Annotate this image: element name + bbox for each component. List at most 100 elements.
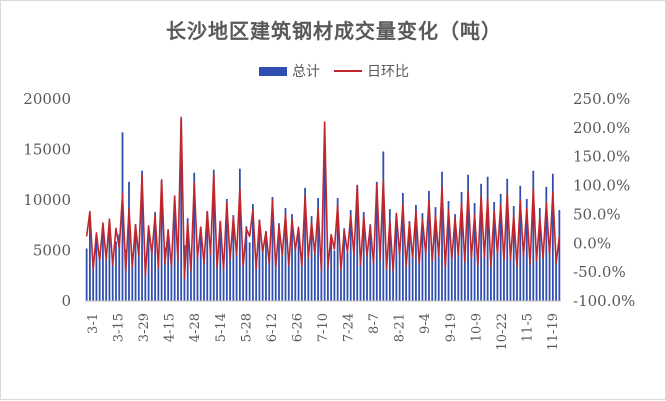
- bar-total: [463, 255, 466, 301]
- x-tick-label: 3-1: [86, 313, 101, 334]
- bar-total: [506, 178, 509, 301]
- bar-total: [294, 247, 297, 301]
- bar-total: [154, 212, 156, 301]
- bar-total: [131, 257, 134, 301]
- bar-total: [141, 170, 143, 301]
- bar-total: [476, 254, 479, 301]
- bar-total: [447, 201, 450, 301]
- bar-total: [460, 191, 463, 301]
- bar-total: [271, 196, 274, 301]
- bar-total: [235, 250, 238, 301]
- bar-total: [340, 261, 342, 301]
- bar-total: [424, 247, 427, 301]
- bar-total: [317, 197, 320, 301]
- bar-total: [222, 261, 225, 301]
- bar-total: [454, 214, 456, 301]
- y-left-tick-label: 10000: [23, 191, 71, 209]
- bar-total: [248, 242, 251, 301]
- bar-total: [326, 254, 329, 301]
- bar-total: [245, 226, 248, 301]
- bar-total: [545, 186, 548, 301]
- bar-total: [291, 214, 293, 301]
- bar-total: [258, 220, 261, 301]
- bar-total: [320, 258, 323, 301]
- chart-title: 长沙地区建筑钢材成交量变化（吨）: [166, 19, 502, 43]
- bar-total: [333, 250, 336, 301]
- bar-total: [121, 132, 124, 301]
- bar-total: [359, 257, 362, 301]
- chart-legend: 总计 日环比: [1, 61, 666, 81]
- y-right-tick-label: 150.0%: [573, 148, 630, 166]
- bar-total: [167, 229, 170, 301]
- bar-total: [102, 232, 104, 301]
- legend-item-dod: 日环比: [334, 61, 409, 81]
- bar-total: [493, 202, 496, 301]
- bar-total: [542, 252, 544, 301]
- bar-total: [118, 234, 121, 301]
- bar-total: [274, 262, 277, 301]
- x-tick-label: 9-19: [444, 313, 459, 342]
- bar-total: [115, 241, 117, 301]
- y-right-tick-label: -50.0%: [573, 263, 626, 281]
- line-dod: [85, 116, 561, 279]
- bar-total: [382, 151, 385, 301]
- bar-total: [467, 174, 469, 301]
- bar-total: [551, 173, 554, 301]
- bar-total: [177, 254, 179, 301]
- bar-total: [353, 246, 355, 301]
- y-right-tick-label: 200.0%: [573, 119, 630, 137]
- bar-total: [388, 209, 391, 301]
- x-tick-label: 6-26: [290, 313, 305, 342]
- bar-total: [499, 193, 502, 301]
- bar-total: [278, 223, 280, 301]
- bar-total: [252, 204, 254, 301]
- y-left-tick-label: 5000: [33, 242, 71, 260]
- bar-total: [516, 256, 518, 301]
- bar-total: [304, 187, 306, 301]
- bar-total: [349, 210, 352, 301]
- bar-total: [150, 248, 153, 301]
- bar-total: [199, 227, 202, 301]
- bar-total: [483, 250, 486, 301]
- bar-total: [457, 246, 460, 301]
- bar-total: [157, 258, 160, 301]
- bar-total: [261, 248, 264, 301]
- bar-total: [193, 172, 196, 301]
- x-tick-label: 7-10: [316, 313, 331, 342]
- x-tick-label: 10-22: [495, 313, 510, 350]
- bar-total: [173, 202, 176, 301]
- bar-total: [480, 183, 483, 301]
- bar-total: [437, 249, 440, 301]
- bar-total: [372, 253, 375, 301]
- y-left-tick-label: 15000: [23, 141, 71, 159]
- x-tick-label: 3-15: [112, 313, 127, 342]
- bar-total: [124, 249, 127, 301]
- bar-total: [212, 169, 215, 301]
- bar-total: [398, 244, 401, 301]
- bar-total: [421, 213, 424, 301]
- bar-total: [330, 240, 333, 301]
- bar-total: [287, 255, 290, 301]
- legend-item-total: 总计: [259, 61, 320, 81]
- bar-total: [268, 254, 271, 301]
- bar-total: [137, 251, 140, 301]
- bar-total: [323, 139, 326, 301]
- legend-label-dod: 日环比: [367, 64, 409, 80]
- bar-total: [532, 170, 535, 301]
- bar-total: [375, 181, 378, 301]
- legend-bar-swatch: [259, 66, 287, 76]
- bar-total: [229, 253, 231, 301]
- bar-total: [362, 212, 365, 301]
- bar-total: [405, 259, 408, 301]
- bar-total: [401, 192, 404, 301]
- y-right-tick-label: -100.0%: [573, 292, 635, 310]
- bar-total: [313, 245, 316, 301]
- x-tick-label: 7-24: [342, 313, 357, 342]
- bar-total: [85, 248, 88, 301]
- bar-total: [180, 119, 183, 301]
- y-left-tick-label: 0: [61, 292, 71, 310]
- bar-total: [411, 250, 414, 301]
- bar-total: [392, 262, 394, 301]
- bar-total: [219, 222, 222, 301]
- x-tick-label: 5-28: [239, 313, 254, 342]
